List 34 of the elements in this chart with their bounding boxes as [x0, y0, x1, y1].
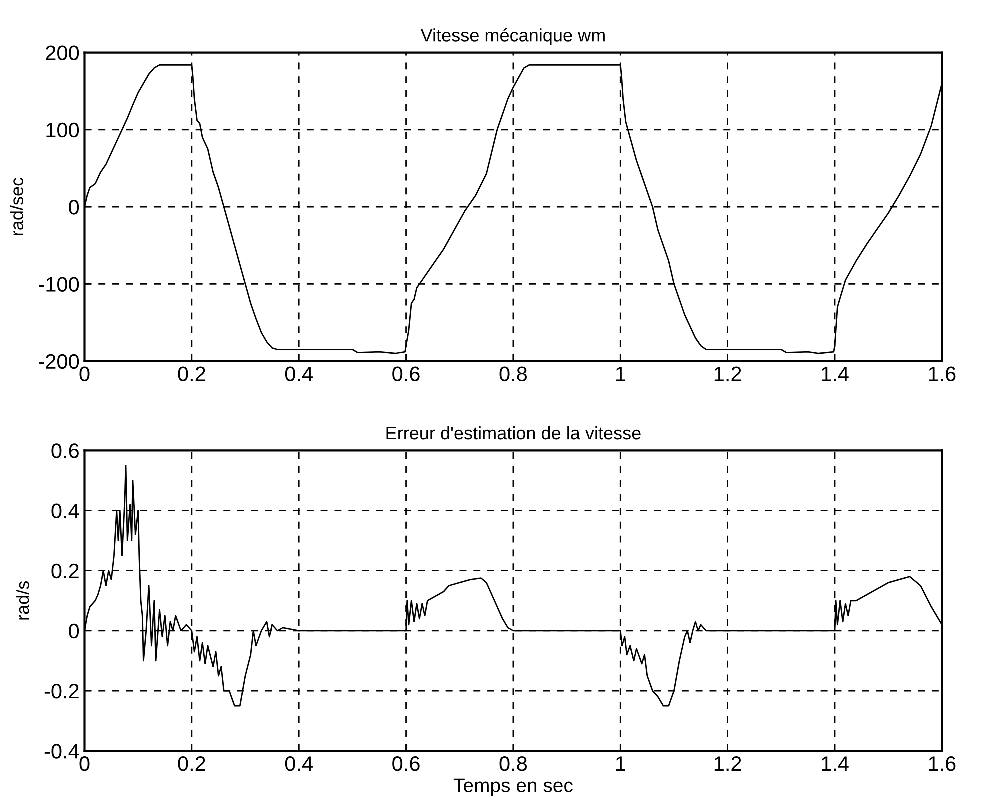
x-tick-label: 0.2 [178, 366, 206, 382]
y-tick-label: 0.6 [52, 444, 79, 458]
y-tick-label: -0.4 [44, 744, 80, 759]
y-tick-label: 0.4 [52, 504, 80, 518]
y-tick-label: 0 [69, 200, 80, 215]
x-tick-label: 0.2 [178, 756, 206, 772]
y-axis-title: rad/s [16, 581, 30, 620]
y-tick-label: 0 [69, 624, 80, 639]
x-axis-title: Temps en sec [454, 778, 573, 796]
y-tick-label: 0.2 [52, 564, 79, 579]
x-tick-label: 1 [616, 756, 626, 772]
y-tick-label: 200 [46, 46, 80, 61]
x-tick-label: 0.6 [392, 756, 420, 772]
y-tick-label: -100 [39, 277, 80, 292]
chart-title: Vitesse mécanique wm [420, 28, 605, 46]
x-tick-label: 1.6 [929, 366, 956, 382]
x-tick-label: 1.6 [929, 756, 956, 772]
x-tick-label: 1.2 [714, 366, 742, 382]
y-tick-label: 100 [46, 122, 80, 138]
y-tick-label: -0.2 [44, 684, 79, 699]
x-tick-label: 0.6 [392, 366, 420, 382]
x-tick-label: 0.4 [285, 756, 313, 772]
x-tick-label: 0 [80, 366, 90, 382]
y-tick-label: -200 [39, 354, 80, 370]
x-tick-label: 0.8 [500, 756, 528, 772]
x-tick-label: 0 [80, 756, 90, 772]
x-tick-label: 1.2 [714, 756, 742, 772]
x-tick-label: 0.4 [285, 366, 313, 382]
x-tick-label: 1 [616, 366, 626, 382]
x-tick-label: 1.4 [822, 366, 849, 382]
x-tick-label: 0.8 [500, 366, 528, 382]
x-tick-label: 1.4 [822, 756, 849, 772]
chart-title: Erreur d'estimation de la vitesse [386, 426, 641, 440]
y-axis-title: rad/sec [10, 178, 24, 236]
